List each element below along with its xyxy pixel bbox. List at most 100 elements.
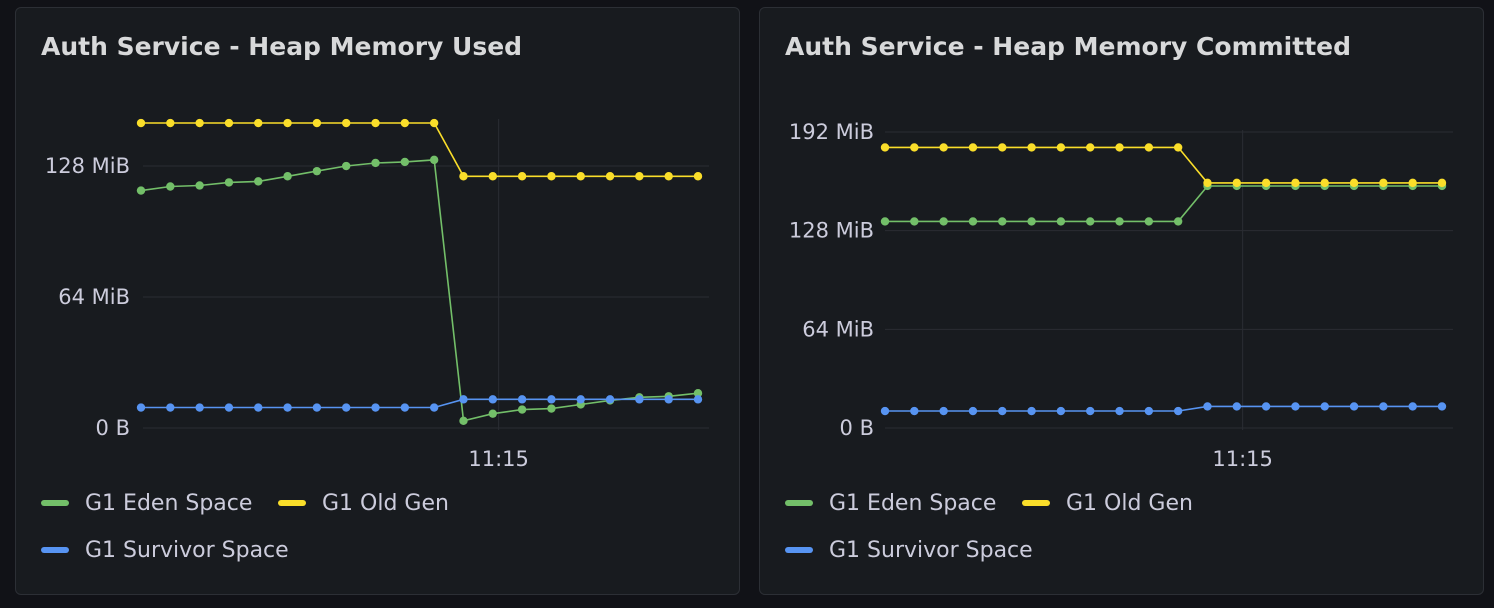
data-point xyxy=(1232,178,1241,188)
y-tick-label: 0 B xyxy=(840,416,874,440)
data-point xyxy=(1115,217,1124,226)
data-point xyxy=(664,172,673,181)
data-point xyxy=(1349,178,1359,188)
data-point xyxy=(998,143,1007,152)
data-point xyxy=(283,172,292,181)
data-point xyxy=(1437,178,1447,188)
data-point xyxy=(998,406,1007,416)
series-g1-survivor-space xyxy=(880,402,1447,416)
data-point xyxy=(939,143,948,152)
data-point xyxy=(880,406,890,416)
data-point xyxy=(576,172,585,181)
legend-label: G1 Survivor Space xyxy=(85,537,289,563)
data-point xyxy=(195,181,204,190)
series-line-g1-survivor-space xyxy=(141,398,698,409)
data-point xyxy=(459,395,468,404)
series-line-g1-old-gen xyxy=(141,122,698,178)
data-point xyxy=(1144,217,1154,226)
data-point xyxy=(254,403,263,412)
data-point xyxy=(488,395,497,404)
data-point xyxy=(547,395,556,404)
legend-item-g1-survivor-space[interactable]: G1 Survivor Space xyxy=(785,535,1033,565)
data-point xyxy=(693,389,703,398)
legend-item-g1-old-gen[interactable]: G1 Old Gen xyxy=(1022,488,1193,518)
data-point xyxy=(939,217,948,226)
data-point xyxy=(939,406,948,416)
y-tick-label: 0 B xyxy=(96,416,130,440)
data-point xyxy=(968,217,978,226)
data-point xyxy=(1291,178,1300,188)
data-point xyxy=(1027,143,1036,152)
data-point xyxy=(312,166,322,176)
panel-title: Auth Service - Heap Memory Used xyxy=(41,32,523,61)
heap-committed-chart: 0 B 64 MiB 128 MiB 192 MiB 11:15 xyxy=(789,120,1453,471)
data-point xyxy=(517,405,527,414)
legend-swatch xyxy=(41,500,69,506)
legend-label: G1 Eden Space xyxy=(829,490,997,516)
data-point xyxy=(1115,143,1124,152)
heap-committed-panel: Auth Service - Heap Memory Committed 0 B… xyxy=(759,7,1484,595)
data-point xyxy=(1320,178,1329,188)
data-point xyxy=(1261,178,1271,188)
legend-swatch xyxy=(278,500,306,506)
legend-item-g1-survivor-space[interactable]: G1 Survivor Space xyxy=(41,535,289,565)
x-tick-label: 11:15 xyxy=(1212,447,1273,471)
y-tick-label: 128 MiB xyxy=(45,154,130,178)
data-point xyxy=(400,118,410,128)
data-point xyxy=(1173,217,1183,226)
data-point xyxy=(968,406,978,416)
data-point xyxy=(998,217,1007,226)
data-point xyxy=(1261,402,1271,411)
data-point xyxy=(1291,402,1300,411)
x-tick-label: 11:15 xyxy=(468,447,529,471)
data-point xyxy=(1027,406,1036,416)
series-line-g1-eden-space xyxy=(885,185,1442,223)
data-point xyxy=(224,178,234,187)
data-point xyxy=(254,118,263,128)
data-point xyxy=(1408,178,1417,188)
data-point xyxy=(517,172,527,181)
data-point xyxy=(312,118,322,128)
legend-item-g1-eden-space[interactable]: G1 Eden Space xyxy=(41,488,252,518)
data-point xyxy=(166,182,175,191)
data-point xyxy=(342,403,351,412)
data-point xyxy=(910,217,919,226)
data-point xyxy=(664,395,673,404)
data-point xyxy=(1408,402,1417,411)
legend-label: G1 Survivor Space xyxy=(829,537,1033,563)
data-point xyxy=(1320,402,1329,411)
y-tick-label: 192 MiB xyxy=(789,120,874,144)
data-point xyxy=(488,409,497,418)
y-tick-label: 128 MiB xyxy=(789,219,874,243)
data-point xyxy=(429,155,439,165)
legend-label: G1 Old Gen xyxy=(322,490,449,516)
data-point xyxy=(224,403,234,412)
data-point xyxy=(429,118,439,128)
data-point xyxy=(635,395,644,404)
data-point xyxy=(968,143,978,152)
series-g1-eden-space xyxy=(136,155,703,426)
data-point xyxy=(400,157,410,167)
legend-item-g1-eden-space[interactable]: G1 Eden Space xyxy=(785,488,996,518)
data-point xyxy=(371,158,380,168)
data-point xyxy=(254,177,263,186)
data-point xyxy=(1173,143,1183,152)
data-point xyxy=(517,395,527,404)
data-point xyxy=(488,172,497,181)
data-point xyxy=(880,143,890,152)
data-point xyxy=(459,416,468,426)
data-point xyxy=(224,118,234,128)
series-g1-old-gen xyxy=(880,143,1447,188)
legend-item-g1-old-gen[interactable]: G1 Old Gen xyxy=(278,488,449,518)
data-point xyxy=(342,118,351,128)
data-point xyxy=(1086,217,1095,226)
data-point xyxy=(1349,402,1359,411)
y-tick-label: 64 MiB xyxy=(58,285,130,309)
data-point xyxy=(1437,402,1447,411)
data-point xyxy=(547,172,556,181)
data-point xyxy=(195,118,204,128)
series-g1-old-gen xyxy=(136,118,703,181)
data-point xyxy=(1056,217,1066,226)
data-point xyxy=(166,403,175,412)
data-point xyxy=(693,172,703,181)
